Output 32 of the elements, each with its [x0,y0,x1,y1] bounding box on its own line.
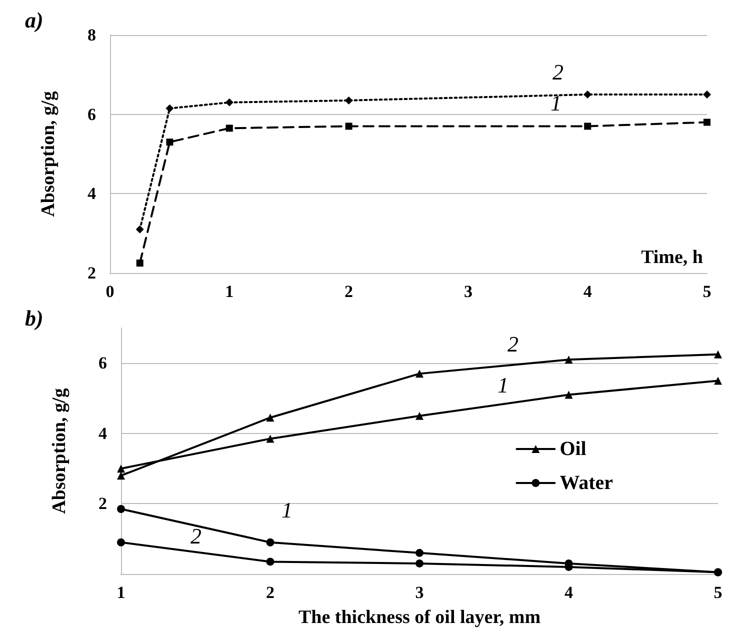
annotation: 2 [190,524,202,548]
x-tick-label: 5 [714,583,722,602]
x-tick-label: 2 [266,583,274,602]
x-tick-label: 3 [415,583,424,602]
x-tick-label: 4 [583,282,592,301]
y-tick-label: 2 [88,264,96,282]
chart-title: a) [25,8,44,32]
y-tick-label: 6 [98,354,107,373]
legend-label: Oil [560,438,587,460]
x-tick-label: 2 [344,282,354,301]
y-axis-title: Absorption, g/g [38,90,59,217]
x-tick-label: 5 [702,282,712,301]
y-tick-label: 8 [88,26,96,44]
y-axis-title: Absorption, g/g [49,388,70,514]
annotation: 1 [498,372,508,398]
x-tick-label: 3 [464,282,472,301]
x-axis-title: The thickness of oil layer, mm [298,607,541,628]
x-tick-label: 0 [106,282,114,301]
x-tick-label: 4 [564,583,574,602]
x-tick-label: 1 [116,583,126,602]
x-axis-title: Time, h [641,247,704,268]
y-tick-label: 4 [98,424,108,443]
y-tick-label: 6 [88,104,96,124]
legend-label: Water [560,472,614,494]
annotation: 2 [508,332,518,356]
annotation: 1 [282,498,292,522]
y-tick-label: 4 [88,184,96,204]
x-tick-label: 1 [225,282,234,301]
chart-title: b) [25,306,44,330]
y-tick-label: 2 [98,494,107,514]
annotation: 2 [552,60,564,84]
annotation: 1 [550,90,562,116]
